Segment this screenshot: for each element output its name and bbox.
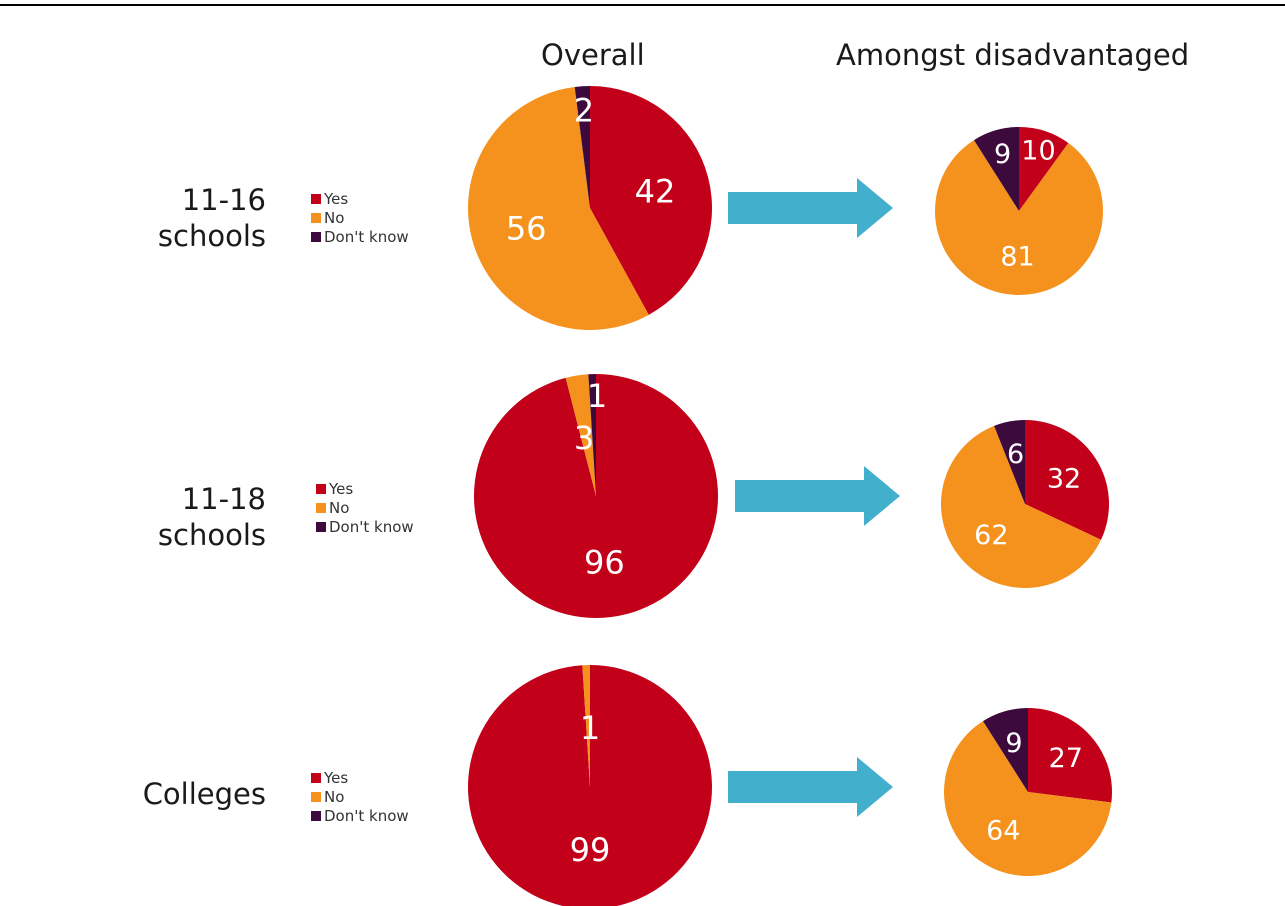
row-label-line: 11-16 xyxy=(181,183,266,217)
overall-colleges-label-yes: 99 xyxy=(570,831,611,869)
legend-item-dont-know: Don't know xyxy=(311,806,409,825)
legend-label-dont-know: Don't know xyxy=(329,517,414,536)
disadvantaged-11-18-label-dont-know: 6 xyxy=(1007,439,1024,470)
overall-colleges-label-no: 1 xyxy=(580,709,600,747)
legend-label-yes: Yes xyxy=(324,189,349,208)
swatch-no xyxy=(311,212,321,223)
disadvantaged-11-18-label-no: 62 xyxy=(974,520,1008,551)
arrow-11-16 xyxy=(728,178,893,238)
arrow-colleges xyxy=(728,757,893,817)
row-label-line: 11-18 xyxy=(181,482,266,516)
swatch-yes xyxy=(316,483,326,494)
overall-header: Overall xyxy=(541,38,645,72)
overall-11-16-slice-no xyxy=(467,86,649,330)
arrow-11-18 xyxy=(735,466,900,526)
swatch-yes xyxy=(311,772,321,783)
disadvantaged-11-18-slice-no xyxy=(941,425,1102,588)
swatch-dont-know xyxy=(311,231,321,242)
legend-item-dont-know: Don't know xyxy=(316,517,414,536)
disadvantaged-colleges-label-no: 64 xyxy=(986,816,1020,847)
disadvantaged-colleges-label-yes: 27 xyxy=(1049,743,1083,774)
disadvantaged-11-16-label-dont-know: 9 xyxy=(994,139,1011,170)
overall-11-16-label-yes: 42 xyxy=(635,172,676,210)
disadvantaged-11-18-slice-yes xyxy=(1025,420,1109,540)
overall-11-18-slice-yes xyxy=(473,374,718,619)
overall-11-18-label-dont-know: 1 xyxy=(587,377,607,415)
legend-item-yes: Yes xyxy=(311,189,409,208)
disadvantaged-11-18-label-yes: 32 xyxy=(1047,464,1081,495)
swatch-dont-know xyxy=(311,810,321,821)
row-label-11-16: 11-16 schools xyxy=(158,182,266,254)
legend-11-16: Yes No Don't know xyxy=(311,189,409,246)
swatch-no xyxy=(316,502,326,513)
row-label-line: schools xyxy=(157,518,266,552)
legend-label-no: No xyxy=(329,498,350,517)
overall-colleges-slice-no xyxy=(582,665,590,787)
row-label-11-18: 11-18 schools xyxy=(158,481,266,553)
legend-item-yes: Yes xyxy=(311,768,409,787)
overall-11-16-label-no: 56 xyxy=(506,210,547,248)
legend-label-no: No xyxy=(324,208,345,227)
legend-label-yes: Yes xyxy=(329,479,354,498)
disadvantaged-colleges-slice-yes xyxy=(1028,708,1112,803)
legend-item-yes: Yes xyxy=(316,479,414,498)
overall-11-16-slice-dont-know xyxy=(574,86,590,208)
legend-colleges: Yes No Don't know xyxy=(311,768,409,825)
disadvantaged-11-16-label-yes: 10 xyxy=(1021,136,1055,167)
legend-label-dont-know: Don't know xyxy=(324,806,409,825)
overall-11-16-slice-yes xyxy=(590,86,712,315)
row-label-line: Colleges xyxy=(142,777,266,811)
disadvantaged-11-16-slice-no xyxy=(935,140,1103,296)
top-rule xyxy=(0,4,1285,6)
legend-11-18: Yes No Don't know xyxy=(316,479,414,536)
overall-colleges-slice-yes xyxy=(468,665,713,906)
swatch-no xyxy=(311,791,321,802)
disadvantaged-colleges-label-dont-know: 9 xyxy=(1005,728,1022,759)
legend-item-no: No xyxy=(316,498,414,517)
disadvantaged-colleges-slice-no xyxy=(944,721,1112,877)
legend-label-yes: Yes xyxy=(324,768,349,787)
disadvantaged-colleges-slice-dont-know xyxy=(982,708,1028,792)
swatch-yes xyxy=(311,193,321,204)
overall-11-18-label-yes: 96 xyxy=(584,544,625,582)
disadvantaged-11-16-slice-yes xyxy=(1019,127,1069,211)
overall-11-18-label-no: 3 xyxy=(574,419,594,457)
overall-11-18-slice-dont-know xyxy=(588,374,596,496)
overall-11-16-label-dont-know: 2 xyxy=(574,92,594,130)
swatch-dont-know xyxy=(316,521,326,532)
disadvantaged-11-16-label-no: 81 xyxy=(1000,242,1034,273)
legend-label-no: No xyxy=(324,787,345,806)
disadvantaged-11-18-slice-dont-know xyxy=(994,420,1025,504)
overall-11-18-slice-no xyxy=(565,374,596,496)
legend-label-dont-know: Don't know xyxy=(324,227,409,246)
row-label-colleges: Colleges xyxy=(143,776,266,812)
legend-item-no: No xyxy=(311,787,409,806)
disadvantaged-header: Amongst disadvantaged xyxy=(836,38,1190,72)
legend-item-dont-know: Don't know xyxy=(311,227,409,246)
legend-item-no: No xyxy=(311,208,409,227)
disadvantaged-11-16-slice-dont-know xyxy=(973,127,1019,211)
row-label-line: schools xyxy=(157,219,266,253)
